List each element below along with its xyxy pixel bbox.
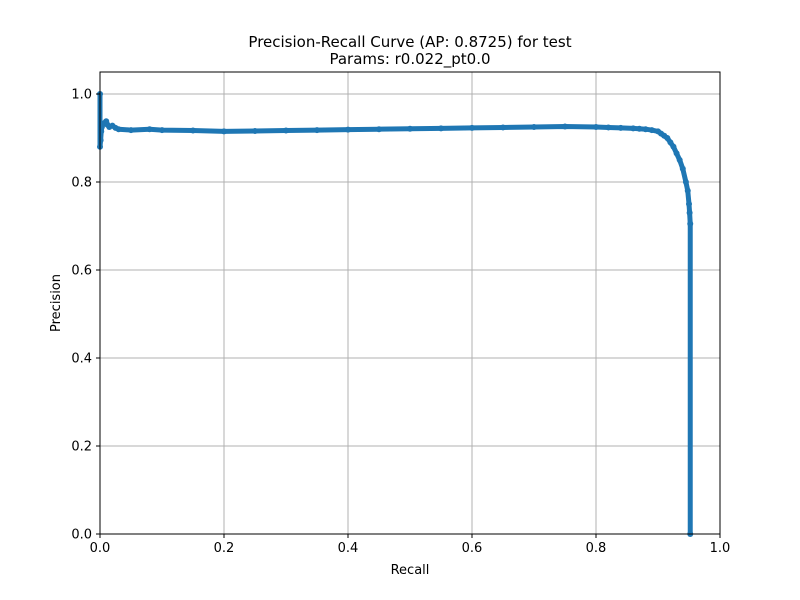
y-tick-label: 0.6: [71, 264, 92, 279]
y-tick-label: 1.0: [71, 88, 92, 103]
pr-curve-point: [617, 124, 624, 131]
pr-curve-point: [531, 124, 537, 130]
pr-curve-point: [500, 124, 506, 131]
pr-curve-point: [469, 124, 475, 131]
x-tick-label: 0.6: [462, 541, 483, 556]
pr-curve-point: [283, 127, 289, 134]
pr-curve-point: [679, 165, 686, 172]
pr-curve-line: [97, 91, 693, 537]
ticks-layer: 0.0 0.2 0.4 0.6 0.8 1.0 0.0 0.2 0.4 0.6 0.8 1.0: [71, 88, 730, 557]
pr-curve-point: [438, 125, 444, 132]
y-tick-label: 0.0: [71, 528, 92, 543]
pr-curve-point: [686, 201, 692, 207]
pr-curve-point: [670, 143, 677, 150]
x-axis-label: Recall: [391, 563, 430, 578]
plot-frame: [99, 71, 721, 535]
pr-curve-point: [667, 139, 674, 146]
pr-curve-point: [676, 157, 683, 163]
x-tick-label: 0.4: [338, 541, 359, 556]
pr-curve-point: [593, 124, 599, 130]
pr-curve-point: [221, 128, 227, 135]
pr-curve-point: [128, 127, 134, 134]
pr-curve-point: [562, 123, 568, 130]
pr-curve-point: [252, 127, 258, 134]
series-layer: [97, 91, 694, 537]
pr-curve-point: [673, 150, 680, 157]
x-tick-label: 0.0: [90, 541, 111, 556]
pr-curve-point: [686, 209, 693, 216]
pr-curve-point: [115, 126, 122, 133]
pr-curve-point: [648, 127, 655, 134]
y-axis-label: Precision: [49, 274, 64, 332]
pr-curve-point: [642, 126, 649, 133]
chart-subtitle: Params: r0.022_pt0.0: [329, 50, 490, 69]
x-tick-label: 0.2: [214, 541, 235, 556]
pr-curve-point: [345, 126, 351, 133]
pr-curve-point: [636, 125, 643, 132]
pr-curve-point: [190, 127, 196, 134]
pr-curve-point: [687, 220, 694, 227]
y-tick-label: 0.4: [71, 352, 92, 367]
pr-curve-point: [682, 179, 689, 185]
pr-curve-point: [407, 125, 413, 132]
pr-curve-point: [376, 126, 382, 133]
y-tick-label: 0.8: [71, 176, 92, 191]
chart-title: Precision-Recall Curve (AP: 0.8725) for …: [248, 33, 571, 51]
pr-curve-point: [684, 187, 691, 194]
y-tick-label: 0.2: [71, 440, 92, 455]
pr-curve-point: [664, 135, 671, 141]
pr-curve-point: [97, 137, 104, 144]
pr-curve-point: [605, 124, 612, 131]
grid-lines: [99, 72, 721, 535]
x-tick-label: 0.8: [586, 541, 607, 556]
pr-curve-point: [314, 127, 320, 134]
pr-curve-point: [159, 127, 165, 134]
pr-curve-point: [630, 125, 637, 132]
x-tick-label: 1.0: [710, 541, 731, 556]
pr-curve-point: [146, 126, 153, 133]
